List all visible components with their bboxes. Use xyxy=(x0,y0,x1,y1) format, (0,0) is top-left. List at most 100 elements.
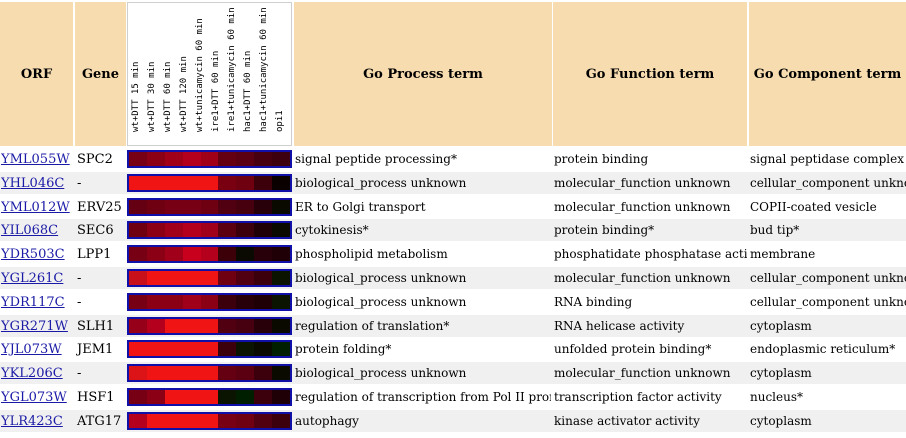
heatmap-cell xyxy=(164,176,183,190)
orf-link[interactable]: YJL073W xyxy=(1,341,62,357)
gene-name: SPC2 xyxy=(77,151,113,167)
heatmap-cell xyxy=(129,295,147,309)
heatmap-cell xyxy=(146,342,165,356)
heatmap-cell xyxy=(272,319,291,333)
gene-name: SLH1 xyxy=(77,318,115,334)
go-process-term: protein folding* xyxy=(295,342,392,356)
heatmap-cell xyxy=(272,247,291,261)
table-row: YLR423C ATG17 autophagy kinase activator ac… xyxy=(0,410,906,432)
heatmap-cell xyxy=(272,295,291,309)
heatmap-cell xyxy=(254,295,273,309)
orf-link[interactable]: YGL073W xyxy=(1,389,67,405)
go-process-term: phospholipid metabolism xyxy=(295,247,448,261)
condition-label: wt+DTT 30 min xyxy=(146,3,158,143)
expression-heatmap xyxy=(127,198,292,216)
heatmap-cell xyxy=(236,414,255,428)
heatmap-cell xyxy=(182,414,201,428)
orf-link[interactable]: YML012W xyxy=(1,199,70,215)
condition-label: ire1+tunicamycin 60 min xyxy=(226,3,238,143)
heatmap-cell xyxy=(164,366,183,380)
gene-name: LPP1 xyxy=(77,246,112,262)
go-function-term: protein binding xyxy=(554,152,649,166)
go-component-term: endoplasmic reticulum* xyxy=(750,342,896,356)
heatmap-cell xyxy=(272,271,291,285)
go-process-term: ER to Golgi transport xyxy=(295,200,426,214)
heatmap-cell xyxy=(218,342,237,356)
orf-link[interactable]: YGR271W xyxy=(1,318,68,334)
table-row: YGL261C - biological_process unknown molecu… xyxy=(0,267,906,289)
go-process-term: biological_process unknown xyxy=(295,295,467,309)
heatmap-cell xyxy=(236,200,255,214)
heatmap-cell xyxy=(218,223,237,237)
condition-label-text: wt+DTT 15 min xyxy=(131,61,141,132)
heatmap-cell xyxy=(164,319,183,333)
heatmap-cell xyxy=(182,152,201,166)
heatmap-cell xyxy=(200,366,219,380)
go-component-term: cytoplasm xyxy=(750,366,812,380)
orf-link[interactable]: YHL046C xyxy=(1,175,65,191)
expression-heatmap xyxy=(127,245,292,263)
go-function-term: unfolded protein binding* xyxy=(554,342,712,356)
heatmap-cell xyxy=(218,319,237,333)
heatmap-cell xyxy=(200,342,219,356)
go-process-term: autophagy xyxy=(295,414,359,428)
condition-label-text: ire1+DTT 60 min xyxy=(211,50,221,132)
condition-label: ire1+DTT 60 min xyxy=(210,3,222,143)
orf-link[interactable]: YML055W xyxy=(1,151,70,167)
table-row: YGL073W HSF1 regulation of transcription f… xyxy=(0,386,906,408)
go-process-term: biological_process unknown xyxy=(295,271,467,285)
go-component-term: cellular_component unknown xyxy=(750,271,906,285)
heatmap-cell xyxy=(200,414,219,428)
condition-labels-header: wt+DTT 15 min wt+DTT 30 min wt+DTT 60 min w… xyxy=(127,2,292,146)
table-row: YHL046C - biological_process unknown molecu… xyxy=(0,172,906,194)
column-header-component: Go Component term xyxy=(749,2,906,146)
heatmap-cell xyxy=(164,295,183,309)
heatmap-cell xyxy=(164,390,183,404)
column-header-function: Go Function term xyxy=(553,2,747,146)
heatmap-cell xyxy=(182,247,201,261)
heatmap-cell xyxy=(254,176,273,190)
heatmap-cell xyxy=(146,390,165,404)
heatmap-cell xyxy=(200,176,219,190)
heatmap-cell xyxy=(236,271,255,285)
heatmap-cell xyxy=(129,223,147,237)
heatmap-cell xyxy=(129,176,147,190)
condition-label-text: wt+DTT 120 min xyxy=(179,56,189,132)
orf-link[interactable]: YGL261C xyxy=(1,270,64,286)
orf-link[interactable]: YDR503C xyxy=(1,246,65,262)
gene-name: ATG17 xyxy=(77,413,122,429)
gene-name: - xyxy=(77,294,82,310)
heatmap-cell xyxy=(254,366,273,380)
heatmap-cell xyxy=(164,342,183,356)
heatmap-cell xyxy=(164,152,183,166)
heatmap-cell xyxy=(164,200,183,214)
heatmap-cell xyxy=(182,223,201,237)
heatmap-cell xyxy=(146,247,165,261)
orf-link[interactable]: YDR117C xyxy=(1,294,65,310)
heatmap-cell xyxy=(272,176,291,190)
heatmap-cell xyxy=(272,366,291,380)
heatmap-cell xyxy=(146,176,165,190)
expression-heatmap xyxy=(127,364,292,382)
table-row: YIL068C SEC6 cytokinesis* protein binding* b… xyxy=(0,219,906,241)
heatmap-cell xyxy=(236,366,255,380)
go-function-term: kinase activator activity xyxy=(554,414,700,428)
heatmap-cell xyxy=(182,176,201,190)
go-component-term: cytoplasm xyxy=(750,414,812,428)
gene-name: HSF1 xyxy=(77,389,115,405)
orf-link[interactable]: YLR423C xyxy=(1,413,63,429)
orf-link[interactable]: YIL068C xyxy=(1,222,59,238)
heatmap-cell xyxy=(200,200,219,214)
heatmap-cell xyxy=(254,200,273,214)
go-function-term: molecular_function unknown xyxy=(554,366,731,380)
go-function-term: RNA helicase activity xyxy=(554,319,685,333)
go-component-term: membrane xyxy=(750,247,816,261)
go-function-term: RNA binding xyxy=(554,295,633,309)
expression-heatmap xyxy=(127,293,292,311)
expression-heatmap xyxy=(127,221,292,239)
go-component-term: nucleus* xyxy=(750,390,804,404)
orf-link[interactable]: YKL206C xyxy=(1,365,63,381)
condition-label-text: ire1+tunicamycin 60 min xyxy=(227,7,237,132)
column-header-gene: Gene xyxy=(75,2,126,146)
